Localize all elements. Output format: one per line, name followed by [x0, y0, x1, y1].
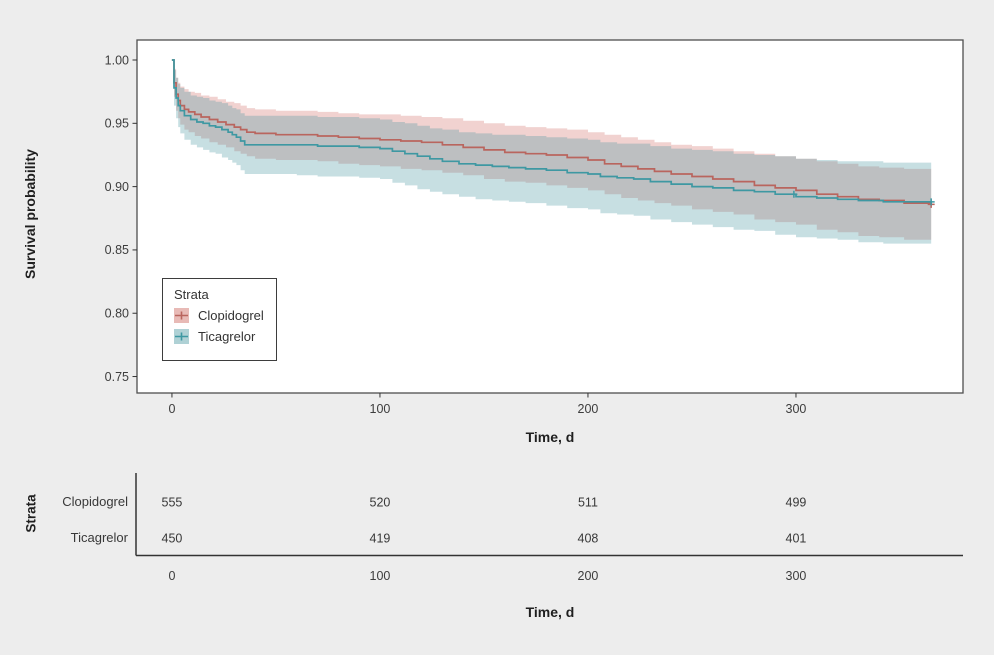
legend-key-ticagrelor-icon	[174, 329, 189, 344]
risk-count-ticagrelor: 401	[786, 532, 807, 546]
risk-table-row-label-ticagrelor: Ticagrelor	[70, 530, 128, 545]
x-axis-tick-label: 0	[168, 402, 175, 416]
risk-table-tick-label: 100	[370, 569, 391, 583]
risk-count-clopidogrel: 555	[162, 496, 183, 510]
y-axis-tick-label: 0.85	[105, 243, 129, 257]
y-axis-tick-label: 0.75	[105, 370, 129, 384]
legend-key-censor-mark-icon	[175, 332, 188, 341]
risk-table-row-label-clopidogrel: Clopidogrel	[62, 494, 128, 509]
legend-label-clopidogrel: Clopidogrel	[198, 308, 264, 323]
risk-table-tick-label: 200	[578, 569, 599, 583]
x-axis-tick-label: 200	[578, 402, 599, 416]
confidence-band-ticagrelor	[171, 60, 932, 244]
risk-table-tick-label: 0	[168, 569, 175, 583]
censor-mark-ticagrelor	[790, 190, 798, 198]
x-axis-title: Time, d	[525, 429, 575, 445]
legend: Strata Clopidogrel Ticagrelor	[162, 278, 277, 361]
censor-mark-ticagrelor	[927, 198, 935, 206]
legend-key-clopidogrel-icon	[174, 308, 189, 323]
y-axis-tick-label: 1.00	[105, 53, 129, 67]
risk-count-ticagrelor: 450	[162, 532, 183, 546]
legend-item-clopidogrel: Clopidogrel	[174, 308, 276, 323]
risk-count-clopidogrel: 499	[786, 496, 807, 510]
risk-table-tick-label: 300	[786, 569, 807, 583]
survival-curve-ticagrelor	[171, 59, 932, 203]
risk-table: 555 520 511 499 450 419 408 401 0 100 200 300	[135, 473, 963, 583]
risk-table-title: Strata	[23, 494, 39, 533]
legend-label-ticagrelor: Ticagrelor	[198, 329, 256, 344]
risk-count-ticagrelor: 408	[578, 532, 599, 546]
x-axis-tick-label: 100	[370, 402, 391, 416]
plot-panel-border	[136, 39, 964, 394]
risk-count-clopidogrel: 511	[578, 496, 598, 510]
risk-table-x-axis-title: Time, d	[525, 604, 575, 620]
legend-item-ticagrelor: Ticagrelor	[174, 329, 276, 344]
km-survival-plot: 1.00 0.95 0.90 0.85 0.80 0.75 0 100 200 300	[105, 39, 964, 416]
y-axis-tick-label: 0.90	[105, 180, 129, 194]
confidence-band-clopidogrel	[171, 60, 932, 243]
y-axis-tick-label: 0.80	[105, 307, 129, 321]
risk-count-ticagrelor: 419	[370, 532, 391, 546]
legend-key-censor-mark-icon	[175, 311, 188, 320]
x-axis-tick-label: 300	[786, 402, 807, 416]
y-axis-tick-label: 0.95	[105, 117, 129, 131]
risk-count-clopidogrel: 520	[370, 496, 391, 510]
legend-title: Strata	[174, 287, 209, 302]
survival-curve-clopidogrel	[171, 59, 933, 205]
